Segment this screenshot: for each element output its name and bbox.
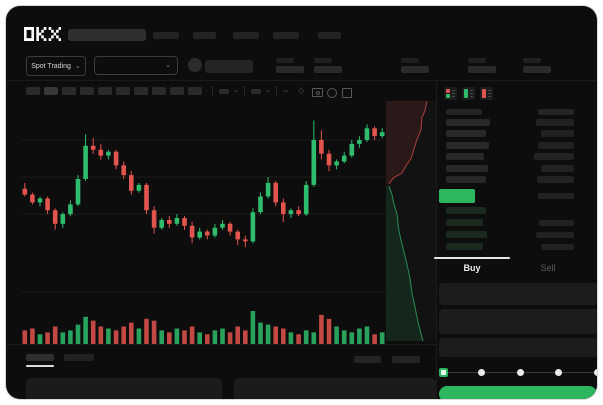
chevron-down-icon: ⌄ — [165, 62, 171, 69]
chart-bottom-divider — [6, 344, 436, 345]
ask-row-amount — [537, 176, 574, 183]
stat-value — [468, 66, 496, 73]
market-type-selector[interactable]: Spot Trading ⌄ — [26, 56, 86, 76]
ask-row-amount — [536, 119, 574, 126]
price-display — [205, 60, 253, 73]
ask-row-amount — [534, 153, 574, 160]
nav-item[interactable] — [318, 32, 341, 39]
nav-item[interactable] — [193, 32, 216, 39]
last-price-bar[interactable] — [439, 189, 475, 203]
bottom-tab-indicator — [26, 365, 54, 367]
timeframe-chip[interactable] — [170, 87, 184, 95]
orderbook-view-bids-icon[interactable] — [462, 87, 475, 100]
ask-row-price[interactable] — [446, 142, 489, 149]
bid-row-amount — [541, 244, 574, 250]
toolbar-divider — [276, 86, 277, 96]
bid-row-price[interactable] — [446, 231, 487, 238]
timeframe-chip[interactable] — [62, 87, 76, 95]
chevron-down-icon[interactable]: ⌄ — [265, 87, 271, 94]
bottom-tab[interactable] — [26, 354, 54, 361]
last-price-amount — [538, 193, 574, 199]
candlestick-chart[interactable] — [21, 101, 386, 344]
ask-row-amount — [541, 165, 574, 172]
toolbar-divider — [212, 86, 213, 96]
slider-stop[interactable] — [555, 368, 562, 376]
bid-row-amount — [536, 232, 574, 238]
ask-row-price[interactable] — [446, 176, 486, 183]
okx-logo[interactable] — [24, 27, 61, 41]
timeframe-chip[interactable] — [152, 87, 166, 95]
timeframe-chip[interactable] — [116, 87, 130, 95]
tab-sell[interactable]: Sell — [540, 263, 556, 273]
slider-stop[interactable] — [593, 368, 597, 376]
timeframe-chip[interactable] — [188, 87, 202, 95]
order-input[interactable] — [439, 309, 597, 334]
nav-item[interactable] — [233, 32, 259, 39]
slider-stop[interactable] — [516, 368, 524, 376]
ask-row-price[interactable] — [446, 153, 484, 160]
favorite-icon[interactable] — [188, 58, 202, 72]
slider-handle[interactable] — [438, 367, 448, 377]
ask-row-amount — [538, 142, 574, 149]
nav-item[interactable] — [153, 32, 179, 39]
orderbook-header-amount — [538, 109, 574, 115]
timeframe-chip[interactable] — [80, 87, 94, 95]
timeframe-chip[interactable] — [26, 87, 40, 95]
slider-stop[interactable] — [478, 368, 485, 376]
timeframe-chip[interactable] — [44, 87, 58, 95]
orderbook-view-both-icon[interactable] — [444, 87, 457, 100]
buy-submit-button[interactable] — [439, 386, 597, 399]
ask-row-price[interactable] — [446, 119, 490, 126]
bid-row-amount — [539, 220, 574, 226]
bottom-action-chip[interactable] — [392, 356, 420, 363]
chart-type-dropdown[interactable] — [219, 89, 229, 94]
nav-item[interactable] — [273, 32, 299, 39]
bottom-panel-button[interactable] — [234, 378, 436, 399]
search-input[interactable] — [68, 29, 146, 41]
ask-row-amount — [541, 130, 574, 137]
diamond-icon[interactable]: ◇ — [298, 86, 305, 95]
stat-value — [276, 66, 304, 73]
order-input[interactable] — [439, 283, 597, 305]
panel-divider — [436, 80, 437, 399]
pair-selector[interactable]: ⌄ — [94, 56, 178, 75]
orderbook-header-price — [446, 109, 482, 115]
fullscreen-icon[interactable] — [342, 88, 352, 98]
buy-tab-indicator — [434, 257, 510, 259]
stat-label — [523, 58, 541, 63]
timeframe-chip[interactable] — [134, 87, 148, 95]
wave-icon[interactable]: ~ — [283, 86, 289, 96]
bid-row-price[interactable] — [446, 207, 486, 214]
stat-label — [314, 58, 332, 63]
okx-trading-window: Spot Trading ⌄ ⌄ ⌄ ⌄ ~ ◇ Buy Sell — [6, 6, 597, 399]
stat-label — [401, 58, 419, 63]
stat-value — [314, 66, 342, 73]
order-input[interactable] — [439, 338, 597, 357]
bottom-action-chip[interactable] — [354, 356, 381, 363]
toolbar-divider — [244, 86, 245, 96]
history-icon[interactable] — [327, 88, 337, 98]
bid-row-price[interactable] — [446, 219, 483, 226]
stat-value — [401, 66, 429, 73]
timeframe-chip[interactable] — [98, 87, 112, 95]
bottom-tab[interactable] — [64, 354, 94, 361]
bid-row-price[interactable] — [446, 243, 483, 250]
stat-label — [276, 58, 294, 63]
chevron-down-icon: ⌄ — [74, 62, 81, 70]
depth-chart — [386, 100, 436, 342]
orderbook-view-asks-icon[interactable] — [480, 87, 493, 100]
ask-row-price[interactable] — [446, 165, 488, 172]
bottom-panel-button[interactable] — [26, 378, 222, 399]
ask-row-price[interactable] — [446, 130, 486, 137]
market-type-label: Spot Trading — [31, 62, 71, 70]
indicator-dropdown[interactable] — [251, 89, 261, 94]
tab-buy[interactable]: Buy — [463, 263, 481, 273]
header-divider — [6, 80, 597, 81]
stat-label — [468, 58, 486, 63]
stat-value — [523, 66, 551, 73]
chevron-down-icon[interactable]: ⌄ — [233, 87, 239, 94]
camera-icon[interactable] — [312, 88, 323, 97]
